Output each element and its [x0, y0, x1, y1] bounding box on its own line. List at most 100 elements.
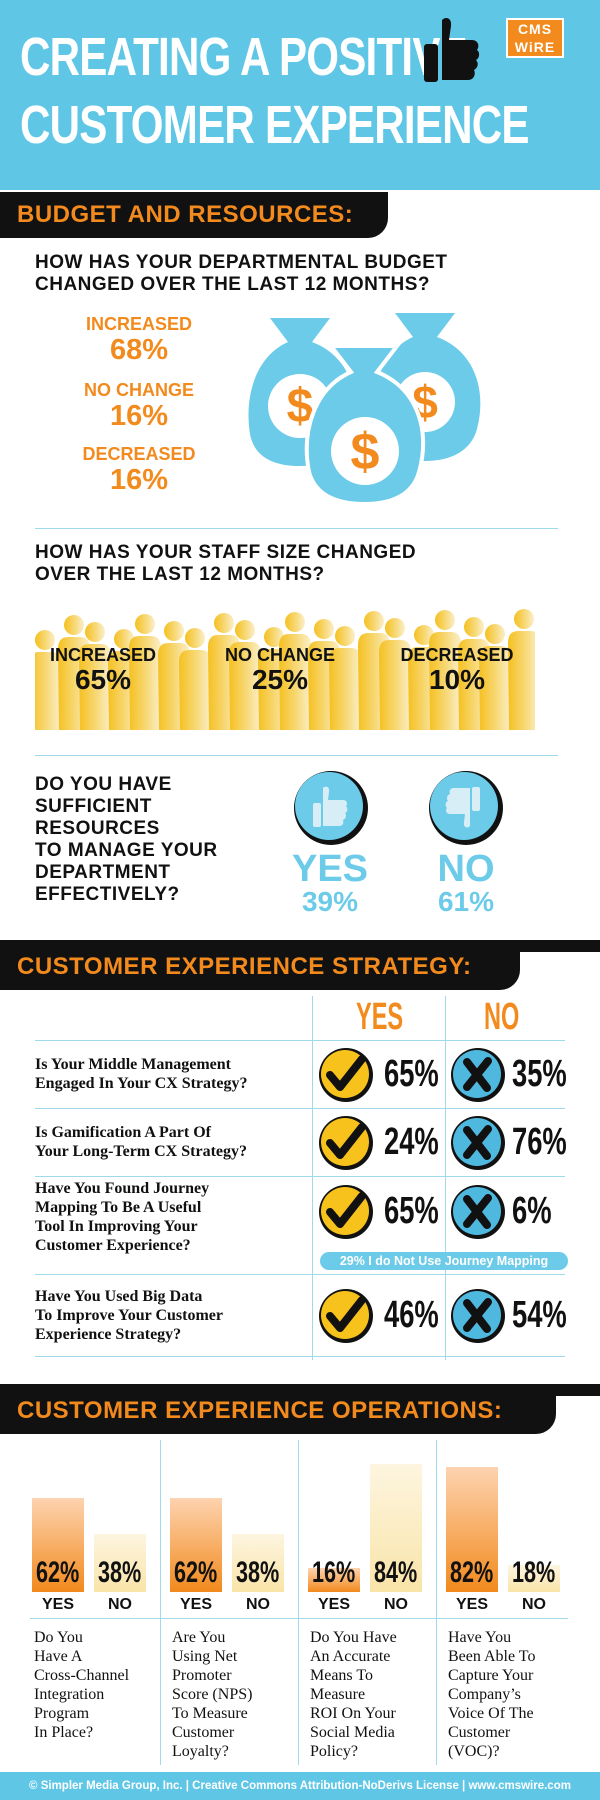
- strategy-yes-value: 24%: [384, 1121, 439, 1163]
- strategy-row-divider: [35, 1176, 565, 1177]
- strategy-row-divider: [35, 1040, 565, 1041]
- strategy-question: Is Your Middle Management Engaged In Your…: [35, 1055, 315, 1093]
- operations-question-line: Are You: [172, 1629, 226, 1646]
- person-body: [379, 640, 411, 730]
- strategy-col-divider-1: [312, 996, 313, 1360]
- operations-question-line: Capture Your: [448, 1667, 534, 1684]
- resources-question: DO YOU HAVE SUFFICIENT RESOURCES TO MANA…: [35, 774, 218, 906]
- strategy-question-line: To Improve Your Customer: [35, 1306, 224, 1324]
- operations-bar-no: [508, 1564, 560, 1592]
- person-body: [508, 631, 535, 730]
- operations-bar-label: 16%: [312, 1556, 356, 1589]
- x-icon: [451, 1289, 505, 1343]
- strategy-question-line: Customer Experience?: [35, 1237, 191, 1254]
- strategy-question-line: Is Gamification A Part Of: [35, 1124, 211, 1141]
- person-head: [435, 610, 455, 630]
- person-head: [364, 611, 384, 631]
- strategy-no-value: 6%: [512, 1190, 552, 1232]
- resources-yes-value: 39%: [301, 886, 359, 917]
- operations-question: Do You Have An Accurate Means To Measure ROI…: [310, 1628, 436, 1761]
- banner-budget-text: BUDGET AND RESOURCES:: [17, 201, 354, 228]
- person-head: [214, 613, 234, 633]
- person-body: [479, 646, 511, 730]
- strategy-question-line: Engaged In Your CX Strategy?: [35, 1075, 248, 1092]
- budget-cat-0: INCREASED: [85, 314, 192, 334]
- staff-question-line-2: OVER THE LAST 12 MONTHS?: [35, 564, 325, 585]
- budget-cat-1: NO CHANGE: [83, 380, 194, 400]
- operations-bar-label: 62%: [174, 1556, 218, 1589]
- divider-2: [35, 755, 558, 756]
- strategy-question-line: Have You Found Journey: [35, 1180, 210, 1197]
- operations-col-divider: [298, 1440, 299, 1765]
- strategy-row-divider: [35, 1108, 565, 1109]
- resources-line-0: DO YOU HAVE: [35, 774, 172, 795]
- budget-val-0: 68%: [109, 334, 169, 366]
- person-body: [129, 636, 161, 730]
- operations-question-line: Policy?: [310, 1743, 358, 1760]
- logo-line-1: CMS: [517, 21, 553, 37]
- resources-yes-label: YES: [291, 848, 369, 890]
- person-head: [164, 621, 184, 641]
- logo-line-2: WiRE: [514, 39, 556, 55]
- banner-strategy: [0, 944, 520, 990]
- banner-strategy-text: CUSTOMER EXPERIENCE STRATEGY:: [17, 953, 472, 980]
- strategy-yes-value: 65%: [384, 1190, 439, 1232]
- person-body: [229, 642, 261, 730]
- person-head: [35, 630, 55, 650]
- x-icon: [451, 1048, 505, 1102]
- resources-no-value: 61%: [437, 886, 495, 917]
- strategy-yes-value: 65%: [384, 1053, 439, 1095]
- operations-question-line: (VOC)?: [448, 1743, 500, 1760]
- person-head: [414, 625, 434, 645]
- person-body: [429, 632, 461, 730]
- person-head: [235, 620, 255, 640]
- person-head: [185, 628, 205, 648]
- strategy-no-header: NO: [484, 996, 520, 1038]
- journey-note: 29% I do Not Use Journey Mapping: [320, 1252, 568, 1270]
- staff-question: HOW HAS YOUR STAFF SIZE CHANGED OVER THE…: [35, 542, 416, 586]
- operations-baseline: [30, 1618, 568, 1619]
- strategy-question-line: Mapping To Be A Useful: [35, 1199, 202, 1216]
- banner-operations: [0, 1388, 556, 1434]
- person-head: [64, 615, 84, 635]
- operations-col-divider: [160, 1440, 161, 1765]
- person-body: [35, 652, 61, 730]
- banner-budget: [0, 192, 388, 238]
- operations-bar-yes: [170, 1497, 222, 1592]
- cmswire-logo: CMS WiRE: [506, 18, 564, 58]
- operations-category-label: YES: [179, 1596, 212, 1613]
- operations-question-line: Cross-Channel: [34, 1667, 130, 1684]
- resources-line-1: SUFFICIENT: [35, 796, 152, 817]
- money-bags-illustration: $ $ $: [248, 313, 481, 507]
- x-icon: [451, 1116, 505, 1170]
- check-icon: [319, 1116, 373, 1170]
- operations-category-label: YES: [455, 1596, 488, 1613]
- person-head: [385, 618, 405, 638]
- operations-question-line: Do You: [34, 1629, 83, 1646]
- strategy-row-divider: [35, 1274, 565, 1275]
- operations-question-line: Social Media: [310, 1724, 395, 1741]
- operations-bar-label: 62%: [36, 1556, 80, 1589]
- operations-bar-no: [232, 1534, 284, 1592]
- operations-category-label: NO: [108, 1596, 132, 1613]
- person-head: [114, 629, 134, 649]
- staff-question-line-1: HOW HAS YOUR STAFF SIZE CHANGED: [35, 542, 417, 563]
- person-head: [314, 619, 334, 639]
- operations-bar-label: 84%: [374, 1556, 418, 1589]
- header: [0, 0, 600, 190]
- thumbs-up-icon: [294, 771, 368, 845]
- person-body: [179, 650, 211, 730]
- dollar-sign-center: $: [351, 423, 380, 481]
- operations-question-line: Have A: [34, 1648, 83, 1665]
- person-head: [264, 627, 284, 647]
- check-icon: [319, 1185, 373, 1239]
- strategy-question-line: Is Your Middle Management: [35, 1056, 231, 1073]
- operations-question: Are You Using Net Promoter Score (NPS) To Me…: [172, 1628, 298, 1761]
- strategy-col-divider-2: [445, 996, 446, 1360]
- operations-question-line: Company’s: [448, 1686, 521, 1703]
- person-head: [464, 617, 484, 637]
- operations-question-line: Integration: [34, 1686, 105, 1703]
- strategy-no-value: 35%: [512, 1053, 567, 1095]
- staff-cat-1: NO CHANGE: [224, 645, 335, 665]
- strategy-question: Have You Found Journey Mapping To Be A Us…: [35, 1179, 315, 1255]
